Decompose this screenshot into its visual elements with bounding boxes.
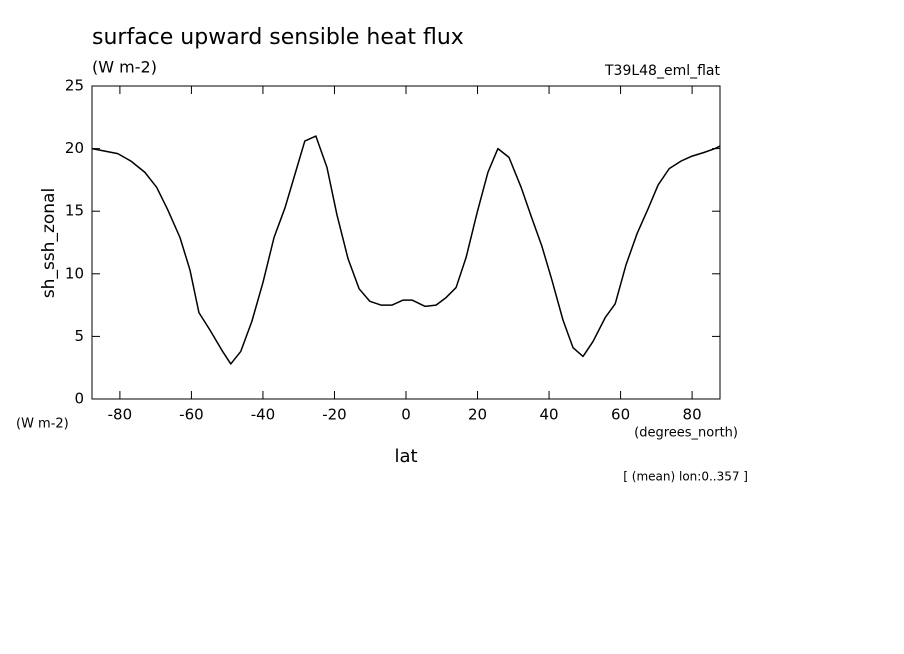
y-units: (W m-2) xyxy=(16,417,69,432)
x-units: (degrees_north) xyxy=(634,426,738,441)
y-tick-label: 20 xyxy=(65,139,84,157)
chart-subtitle: (W m-2) xyxy=(92,58,157,77)
annotation: [ (mean) lon:0..357 ] xyxy=(623,470,748,484)
x-tick-label: -60 xyxy=(179,406,204,424)
y-axis-label: sh_ssh_zonal xyxy=(39,188,59,298)
x-tick-label: 0 xyxy=(401,406,411,424)
chart-title: surface upward sensible heat flux xyxy=(92,25,464,50)
x-tick-label: -20 xyxy=(322,406,347,424)
x-tick-label: 60 xyxy=(611,406,630,424)
dataset-label: T39L48_eml_flat xyxy=(604,63,721,79)
x-axis-label: lat xyxy=(394,446,417,467)
x-tick-label: -40 xyxy=(251,406,276,424)
plot-frame xyxy=(91,85,721,400)
y-tick-label: 25 xyxy=(65,77,84,95)
y-tick-label: 5 xyxy=(74,327,84,345)
x-tick-label: 80 xyxy=(683,406,702,424)
x-tick-label: 40 xyxy=(540,406,559,424)
x-tick-label: -80 xyxy=(108,406,133,424)
y-tick-label: 10 xyxy=(65,264,84,282)
data-line xyxy=(91,135,721,365)
y-tick-label: 15 xyxy=(65,202,84,220)
x-tick-label: 20 xyxy=(468,406,487,424)
y-tick-label: 0 xyxy=(74,390,84,408)
